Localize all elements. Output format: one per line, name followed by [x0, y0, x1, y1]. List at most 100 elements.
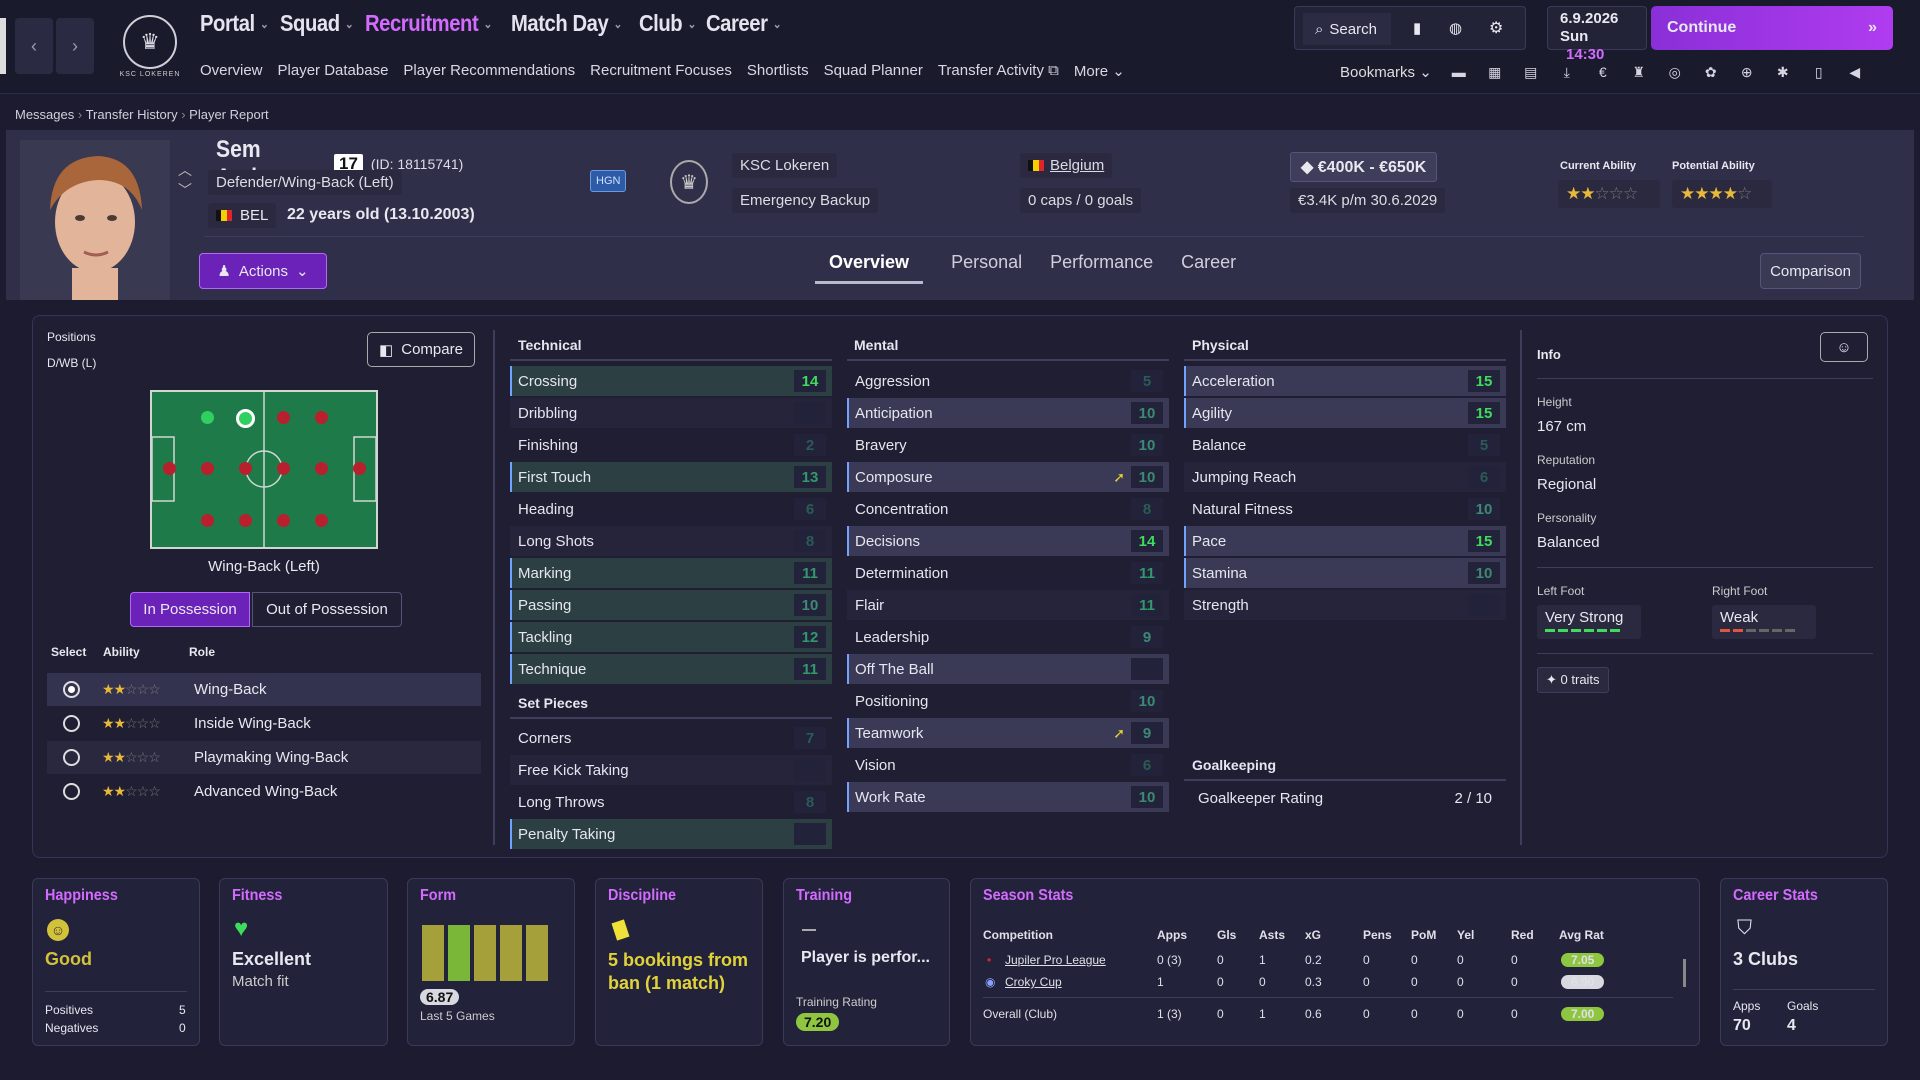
crumb-transfer-history[interactable]: Transfer History	[85, 107, 178, 122]
submenu-player-database[interactable]: Player Database	[277, 62, 389, 79]
download-icon[interactable]: ⤓	[1563, 63, 1570, 80]
tab-personal[interactable]: Personal	[951, 252, 1023, 272]
player-nav-arrows[interactable]: ︿ ﹀	[178, 160, 192, 200]
discipline-card[interactable]: Discipline 5 bookings from ban (1 match)	[595, 878, 763, 1046]
menu-recruitment[interactable]: Recruitment ⌄	[365, 10, 492, 37]
date-display[interactable]: 6.9.2026 Sun 14:30	[1547, 6, 1647, 63]
continue-button[interactable]: Continue »	[1651, 6, 1893, 50]
megaphone-icon[interactable]: ◀	[1849, 63, 1861, 80]
position-pitch[interactable]	[150, 390, 378, 549]
out-of-possession-toggle[interactable]: Out of Possession	[252, 592, 402, 627]
scrollbar[interactable]	[1683, 959, 1686, 987]
submenu-recruitment-focuses[interactable]: Recruitment Focuses	[590, 62, 732, 79]
shirt-icon[interactable]: ♜	[1632, 63, 1646, 80]
season-col-header[interactable]: Asts	[1259, 928, 1286, 942]
attribute-row-determination[interactable]: Determination 11	[847, 558, 1169, 588]
notes-icon[interactable]: ▮	[1413, 20, 1422, 37]
club-crest-icon[interactable]: ♛	[670, 160, 708, 204]
attribute-row-concentration[interactable]: Concentration 8	[847, 494, 1169, 524]
attribute-row-decisions[interactable]: Decisions 14	[847, 526, 1169, 556]
fitness-card[interactable]: Fitness ♥ Excellent Match fit	[219, 878, 388, 1046]
role-row[interactable]: ★★☆☆☆ Wing-Back	[47, 673, 481, 706]
season-col-header[interactable]: xG	[1305, 928, 1322, 942]
submenu-more[interactable]: More ⌄	[1074, 62, 1125, 80]
world-icon[interactable]: ⊕	[1740, 63, 1753, 80]
club-logo[interactable]: ♛ KSC LOKEREN	[118, 8, 182, 84]
season-col-header[interactable]: Avg Rat	[1559, 928, 1604, 942]
attribute-row-acceleration[interactable]: Acceleration 15	[1184, 366, 1506, 396]
training-card[interactable]: Training Player is perfor... Training Ra…	[783, 878, 950, 1046]
actions-button[interactable]: ♟ Actions ⌄	[199, 253, 327, 289]
season-col-header[interactable]: Competition	[983, 928, 1053, 942]
tab-overview[interactable]: Overview	[815, 252, 924, 284]
target-icon[interactable]: ◎	[1668, 63, 1681, 80]
euro-icon[interactable]: €	[1598, 64, 1607, 80]
attribute-row-tackling[interactable]: Tackling 12	[510, 622, 832, 652]
search-button[interactable]: ⌕ Search	[1303, 13, 1391, 45]
menu-match-day[interactable]: Match Day ⌄	[511, 10, 622, 37]
bug-icon[interactable]: ✱	[1776, 63, 1789, 80]
menu-club[interactable]: Club ⌄	[639, 10, 696, 37]
role-row[interactable]: ★★☆☆☆ Playmaking Wing-Back	[47, 741, 481, 774]
clipboard-icon[interactable]: ▤	[1524, 63, 1538, 80]
attribute-row-natural-fitness[interactable]: Natural Fitness 10	[1184, 494, 1506, 524]
radio-unselected[interactable]	[63, 749, 80, 766]
attribute-row-heading[interactable]: Heading 6	[510, 494, 832, 524]
attribute-row-teamwork[interactable]: Teamwork ➚ 9	[847, 718, 1169, 748]
attribute-row-passing[interactable]: Passing 10	[510, 590, 832, 620]
back-button[interactable]: ‹	[15, 18, 53, 74]
menu-portal[interactable]: Portal ⌄	[200, 10, 269, 37]
attribute-row-technique[interactable]: Technique 11	[510, 654, 832, 684]
role-row[interactable]: ★★☆☆☆ Advanced Wing-Back	[47, 775, 481, 808]
competition-name[interactable]: Jupiler Pro League	[1005, 953, 1106, 967]
chat-icon[interactable]: ▬	[1451, 64, 1466, 80]
attribute-row-flair[interactable]: Flair 11	[847, 590, 1169, 620]
menu-career[interactable]: Career ⌄	[706, 10, 782, 37]
menu-squad[interactable]: Squad ⌄	[280, 10, 354, 37]
form-card[interactable]: Form 6.87 Last 5 Games	[407, 878, 575, 1046]
radio-unselected[interactable]	[63, 783, 80, 800]
gear-icon[interactable]: ⚙	[1489, 20, 1504, 37]
submenu-shortlists[interactable]: Shortlists	[746, 62, 809, 79]
attribute-row-aggression[interactable]: Aggression 5	[847, 366, 1169, 396]
submenu-overview[interactable]: Overview	[200, 62, 263, 79]
attribute-row-marking[interactable]: Marking 11	[510, 558, 832, 588]
globe-icon[interactable]: ◍	[1449, 20, 1463, 37]
submenu-squad-planner[interactable]: Squad Planner	[823, 62, 923, 79]
radio-selected[interactable]	[63, 681, 80, 698]
competition-name[interactable]: Croky Cup	[1005, 975, 1062, 989]
attribute-row-positioning[interactable]: Positioning 10	[847, 686, 1169, 716]
document-icon[interactable]: ▯	[1814, 63, 1823, 80]
attribute-row-jumping-reach[interactable]: Jumping Reach 6	[1184, 462, 1506, 492]
submenu-transfer-activity[interactable]: Transfer Activity ⧉	[938, 62, 1059, 80]
attribute-row-balance[interactable]: Balance 5	[1184, 430, 1506, 460]
attribute-row-strength[interactable]: Strength	[1184, 590, 1506, 620]
attribute-row-first-touch[interactable]: First Touch 13	[510, 462, 832, 492]
bookmarks-dropdown[interactable]: Bookmarks ⌄	[1340, 64, 1432, 81]
attribute-row-bravery[interactable]: Bravery 10	[847, 430, 1169, 460]
attribute-row-finishing[interactable]: Finishing 2	[510, 430, 832, 460]
season-col-header[interactable]: Apps	[1157, 928, 1187, 942]
season-col-header[interactable]: PoM	[1411, 928, 1437, 942]
attribute-row-stamina[interactable]: Stamina 10	[1184, 558, 1506, 588]
attribute-row-dribbling[interactable]: Dribbling	[510, 398, 832, 428]
crumb-messages[interactable]: Messages	[15, 107, 75, 122]
calendar-icon[interactable]: ▦	[1488, 63, 1502, 80]
paw-icon[interactable]: ✿	[1704, 63, 1717, 80]
in-possession-toggle[interactable]: In Possession	[130, 592, 250, 627]
country[interactable]: Belgium	[1020, 153, 1113, 178]
attribute-row-agility[interactable]: Agility 15	[1184, 398, 1506, 428]
forward-button[interactable]: ›	[56, 18, 94, 74]
attribute-row-long-throws[interactable]: Long Throws 8	[510, 787, 832, 817]
club-name[interactable]: KSC Lokeren	[732, 153, 838, 178]
happiness-card[interactable]: Happiness ☺ Good Positives 5 Negatives 0	[32, 878, 200, 1046]
attribute-row-pace[interactable]: Pace 15	[1184, 526, 1506, 556]
compare-button[interactable]: ◧ Compare	[367, 332, 475, 367]
attribute-row-long-shots[interactable]: Long Shots 8	[510, 526, 832, 556]
career-stats-card[interactable]: Career Stats ⛉ 3 Clubs Apps 70 Goals 4	[1720, 878, 1888, 1046]
attribute-row-anticipation[interactable]: Anticipation 10	[847, 398, 1169, 428]
role-row[interactable]: ★★☆☆☆ Inside Wing-Back	[47, 707, 481, 740]
attribute-row-work-rate[interactable]: Work Rate 10	[847, 782, 1169, 812]
attribute-row-vision[interactable]: Vision 6	[847, 750, 1169, 780]
face-icon[interactable]: ☺	[1820, 332, 1868, 362]
